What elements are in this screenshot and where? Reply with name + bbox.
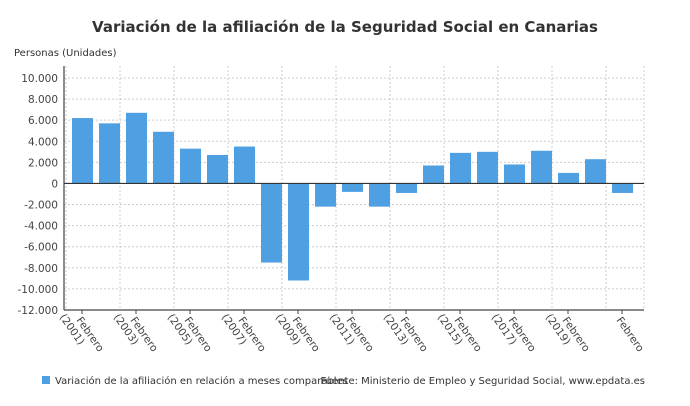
bar bbox=[288, 183, 309, 281]
bar bbox=[342, 183, 363, 192]
bar bbox=[396, 183, 417, 193]
bar bbox=[477, 151, 498, 184]
bar bbox=[234, 146, 255, 184]
y-tick-label: 0 bbox=[51, 178, 58, 190]
bar bbox=[153, 131, 174, 184]
source-note: Fuente: Ministerio de Empleo y Seguridad… bbox=[320, 376, 645, 387]
x-tick-label: Febrero(2017) bbox=[489, 312, 538, 354]
x-tick-label: Febrero(2003) bbox=[111, 312, 160, 354]
y-tick-label: -8.000 bbox=[24, 263, 58, 275]
x-tick-label: Febrero(2019) bbox=[543, 312, 592, 354]
y-tick-label: -10.000 bbox=[17, 284, 58, 296]
y-tick-label: -2.000 bbox=[24, 200, 58, 212]
x-tick-label: Febrero(2013) bbox=[381, 312, 430, 354]
y-tick-label: 10.000 bbox=[21, 73, 58, 85]
x-tick-label: Febrero(2009) bbox=[273, 312, 322, 354]
bar bbox=[72, 118, 93, 184]
x-tick-label: Febrero(2011) bbox=[327, 312, 376, 354]
x-tick-label: Febrero(2001) bbox=[57, 312, 106, 354]
bar bbox=[450, 152, 471, 184]
bar bbox=[99, 123, 120, 184]
bar bbox=[369, 183, 390, 207]
bar bbox=[126, 112, 147, 184]
y-tick-label: 8.000 bbox=[28, 94, 58, 106]
bar bbox=[207, 154, 228, 184]
y-axis-label: Personas (Unidades) bbox=[14, 48, 117, 59]
bar bbox=[531, 150, 552, 184]
bar bbox=[612, 183, 633, 193]
x-tick-label: Febrero(2005) bbox=[165, 312, 214, 354]
y-tick-label: -4.000 bbox=[24, 221, 58, 233]
bar bbox=[423, 165, 444, 184]
bar bbox=[585, 159, 606, 184]
x-tick-label: Febrero bbox=[614, 315, 647, 354]
y-tick-label: 2.000 bbox=[28, 157, 58, 169]
bar bbox=[504, 164, 525, 184]
chart-title: Variación de la afiliación de la Segurid… bbox=[92, 18, 598, 36]
bar bbox=[180, 148, 201, 184]
x-tick-label: Febrero(2015) bbox=[435, 312, 484, 354]
legend-swatch bbox=[42, 376, 50, 384]
x-tick-label-line1: Febrero bbox=[614, 315, 647, 354]
bar bbox=[558, 172, 579, 184]
y-tick-label: -6.000 bbox=[24, 242, 58, 254]
y-tick-label: 6.000 bbox=[28, 115, 58, 127]
legend-label: Variación de la afiliación en relación a… bbox=[55, 375, 348, 387]
y-tick-label: -12.000 bbox=[17, 305, 58, 317]
x-tick-label: Febrero(2007) bbox=[219, 312, 268, 354]
bar bbox=[261, 183, 282, 263]
bar bbox=[315, 183, 336, 207]
y-tick-label: 4.000 bbox=[28, 136, 58, 148]
